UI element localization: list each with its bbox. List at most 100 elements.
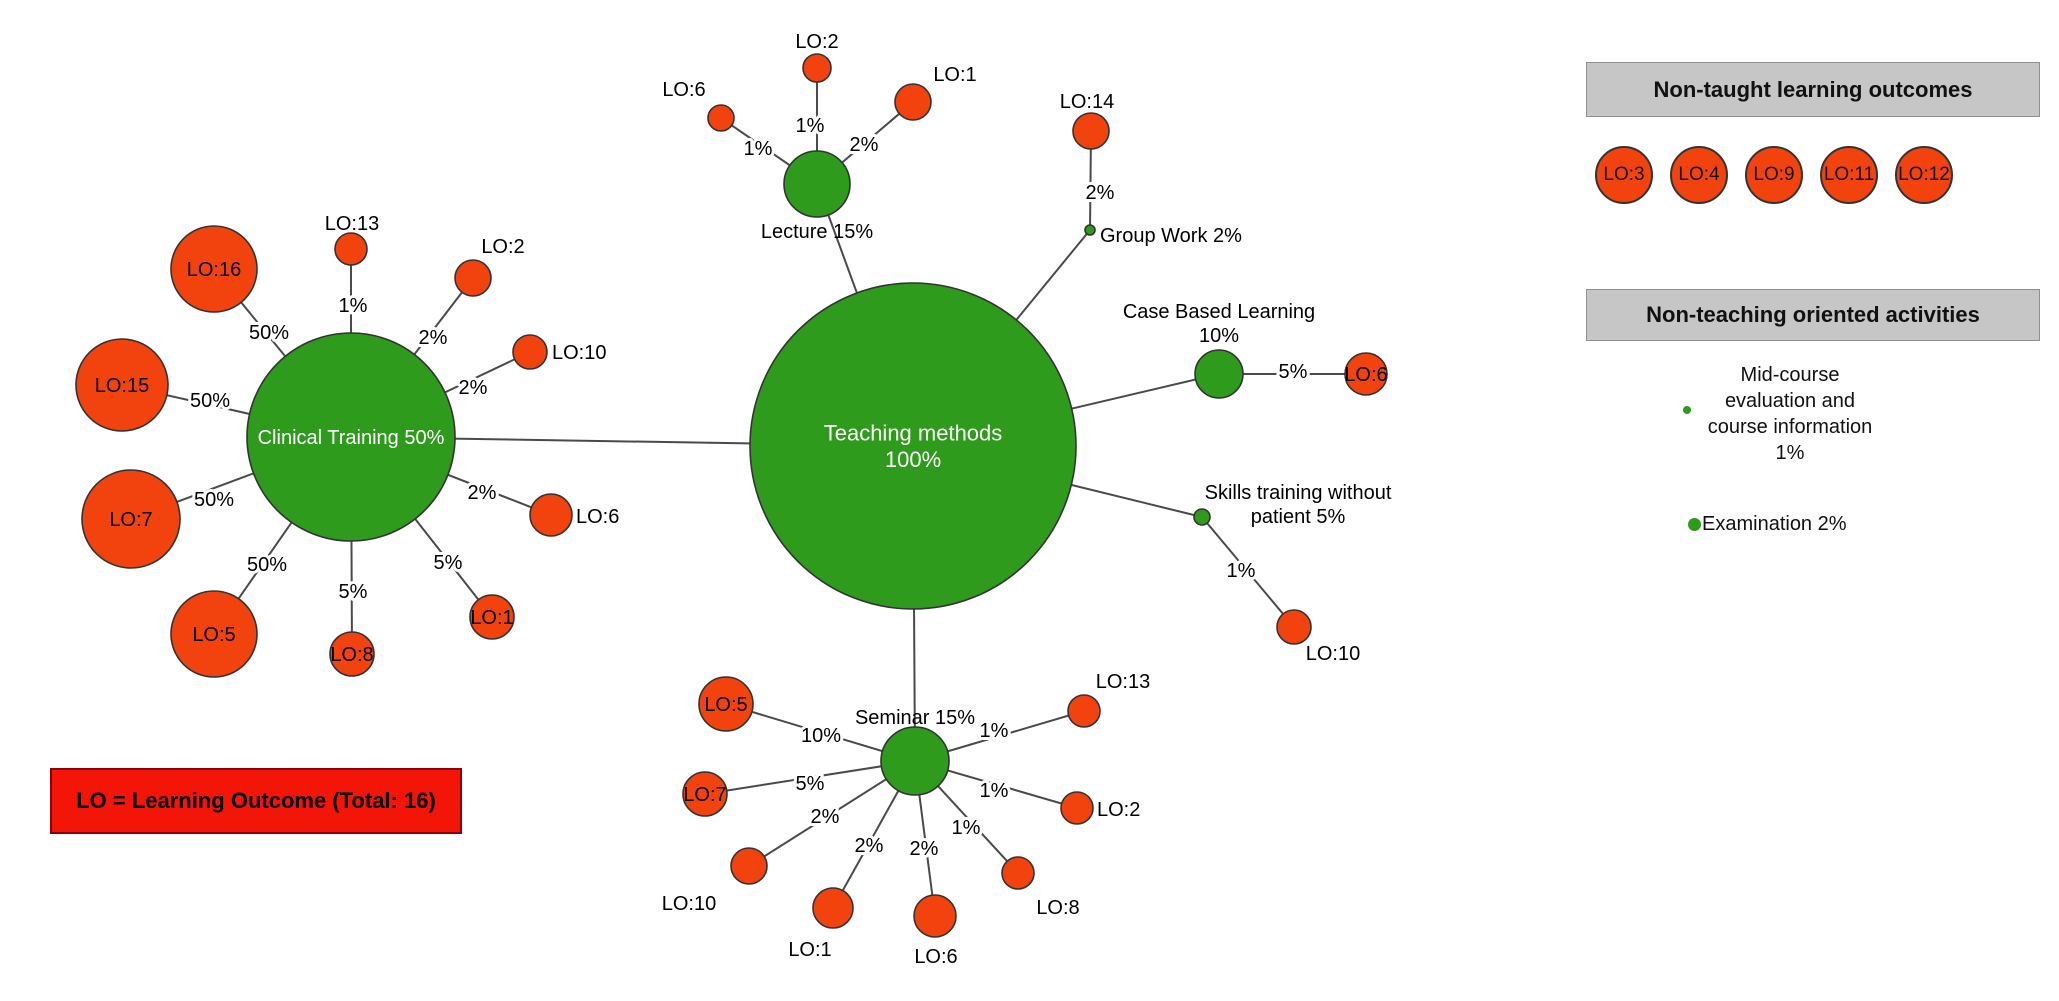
label-c10: LO:10 — [552, 342, 606, 364]
midcourse-label-line: evaluation and — [1724, 390, 1856, 412]
node-c10 — [512, 334, 548, 370]
node-sem6 — [913, 894, 957, 938]
node-cb6 — [1344, 352, 1388, 396]
node-c7 — [81, 469, 181, 569]
edge-label-group-g14: 2% — [1086, 182, 1115, 204]
node-c13 — [334, 232, 368, 266]
node-seminar — [880, 726, 950, 796]
label-sem8: LO:8 — [1036, 897, 1079, 919]
node-case — [1194, 349, 1244, 399]
label-teaching: Teaching methods 100% — [824, 421, 1003, 472]
label-sem5: LO:5 — [704, 694, 747, 716]
edge-label-lecture-l2: 1% — [796, 115, 825, 137]
legend-lo-circle-lo12: LO:12 — [1895, 146, 1953, 204]
edge-label-case-cb6: 5% — [1279, 361, 1308, 383]
edge-label-clinical-c16: 50% — [249, 322, 289, 344]
edge-label-clinical-c2: 2% — [419, 327, 448, 349]
legend-lo-circle-lo4: LO:4 — [1670, 146, 1728, 204]
node-sem5 — [698, 676, 754, 732]
edge-label-lecture-l6: 1% — [744, 138, 773, 160]
label-c7: LO:7 — [109, 509, 152, 531]
edge-label-seminar-sem7: 5% — [796, 773, 825, 795]
label-l1: LO:1 — [933, 64, 976, 86]
node-sem10 — [730, 847, 768, 885]
node-l2 — [802, 53, 832, 83]
label-c1: LO:1 — [470, 607, 513, 629]
label-clinical: Clinical Training 50% — [258, 427, 445, 449]
examination-dot-icon — [1688, 518, 1701, 531]
label-s10: LO:10 — [1306, 643, 1360, 665]
label-l2: LO:2 — [795, 31, 838, 53]
edge-label-clinical-c7: 50% — [194, 489, 234, 511]
midcourse-item: Mid-course evaluation and course informati… — [1586, 362, 1994, 466]
node-g14 — [1072, 112, 1110, 150]
label-c8: LO:8 — [330, 644, 373, 666]
label-sem13: LO:13 — [1096, 671, 1150, 693]
non-taught-lo-row: LO:3 LO:4 LO:9 LO:11 LO:12 — [1595, 146, 1953, 204]
edge-seminar-sem7 — [704, 760, 916, 795]
label-sem7: LO:7 — [683, 784, 726, 806]
edge-label-skills-s10: 1% — [1227, 560, 1256, 582]
edge-label-clinical-c13: 1% — [339, 295, 368, 317]
node-l1 — [894, 83, 932, 121]
node-sem1 — [812, 887, 854, 929]
label-l6: LO:6 — [662, 79, 705, 101]
label-sem2: LO:2 — [1097, 799, 1140, 821]
legend-lo-circle-lo9: LO:9 — [1745, 146, 1803, 204]
node-teaching — [749, 282, 1077, 610]
node-s10 — [1276, 609, 1312, 645]
edge-label-seminar-sem2: 1% — [980, 780, 1009, 802]
node-c2 — [454, 259, 492, 297]
midcourse-label: Mid-course evaluation and course informati… — [1586, 362, 1994, 466]
edge-label-seminar-sem10: 2% — [811, 806, 840, 828]
edge-label-seminar-sem1: 2% — [855, 835, 884, 857]
label-c5: LO:5 — [192, 624, 235, 646]
node-sem13 — [1067, 694, 1101, 728]
label-c13: LO:13 — [325, 213, 379, 235]
examination-item: Examination 2% — [1688, 513, 1847, 536]
edge-label-seminar-sem6: 2% — [910, 838, 939, 860]
node-sem2 — [1060, 791, 1094, 825]
node-c1 — [469, 594, 515, 640]
node-sem7 — [682, 771, 728, 817]
label-cb6: LO:6 — [1344, 364, 1387, 386]
legend-non-taught-header: Non-taught learning outcomes — [1586, 62, 2040, 117]
node-sem8 — [1001, 856, 1035, 890]
midcourse-label-line: Mid-course — [1740, 364, 1840, 386]
label-seminar: Seminar 15% — [855, 707, 975, 729]
label-case: Case Based Learning 10% — [1123, 301, 1315, 347]
label-c15: LO:15 — [95, 375, 149, 397]
node-lecture — [783, 150, 851, 218]
edge-label-clinical-c6: 2% — [468, 482, 497, 504]
node-group — [1084, 224, 1096, 236]
edge-label-clinical-c1: 5% — [434, 552, 463, 574]
edge-label-seminar-sem8: 1% — [952, 817, 981, 839]
node-c16 — [170, 225, 258, 313]
edge-label-seminar-sem5: 10% — [801, 725, 841, 747]
midcourse-label-line: course information — [1707, 416, 1873, 438]
legend-non-teaching-header: Non-teaching oriented activities — [1586, 289, 2040, 341]
edge-label-clinical-c8: 5% — [339, 581, 368, 603]
node-c6 — [529, 493, 573, 537]
legend-lo-circle-lo11: LO:11 — [1820, 146, 1878, 204]
lo-note-box: LO = Learning Outcome (Total: 16) — [50, 768, 462, 834]
edge-skills-s10 — [1201, 516, 1295, 628]
edge-label-clinical-c10: 2% — [459, 377, 488, 399]
label-group: Group Work 2% — [1100, 225, 1242, 247]
node-c15 — [75, 338, 169, 432]
label-skills: Skills training without patient 5% — [1205, 482, 1392, 528]
node-c8 — [329, 631, 375, 677]
edge-label-clinical-c15: 50% — [190, 390, 230, 412]
label-g14: LO:14 — [1060, 91, 1114, 113]
label-c6: LO:6 — [576, 506, 619, 528]
midcourse-dot-icon — [1683, 406, 1691, 414]
node-skills — [1193, 508, 1211, 526]
label-lecture: Lecture 15% — [761, 221, 874, 243]
node-clinical — [246, 332, 456, 542]
node-l6 — [707, 104, 735, 132]
label-c2: LO:2 — [481, 236, 524, 258]
examination-label: Examination 2% — [1702, 513, 1847, 535]
edge-label-clinical-c5: 50% — [247, 554, 287, 576]
